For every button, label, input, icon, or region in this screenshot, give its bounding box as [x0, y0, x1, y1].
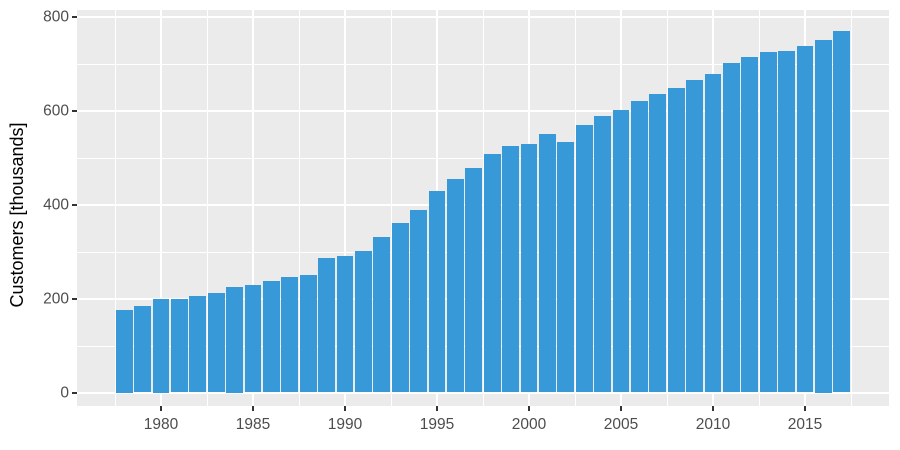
- bar-1998: [483, 154, 501, 393]
- x-minor-gridline-1982.5: [206, 10, 208, 406]
- x-tick-label-2000: 2000: [511, 416, 547, 433]
- bar-1992: [373, 236, 391, 393]
- bar-2002: [557, 141, 575, 393]
- x-major-gridline-1985: [252, 10, 254, 406]
- bar-1985: [244, 284, 262, 393]
- bar-1987: [281, 277, 299, 393]
- bar-2010: [704, 73, 722, 393]
- x-tick-mark-2000: [528, 406, 530, 411]
- x-tick-mark-2015: [804, 406, 806, 411]
- bar-1991: [355, 250, 372, 393]
- plot-panel: [77, 10, 889, 406]
- bar-1997: [465, 167, 483, 393]
- x-tick-label-2010: 2010: [695, 416, 731, 433]
- y-tick-mark-800: [72, 15, 77, 18]
- x-tick-mark-1995: [436, 406, 438, 411]
- x-major-gridline-1980: [160, 10, 162, 406]
- y-major-gridline-800: [77, 16, 889, 18]
- bar-2008: [667, 87, 685, 393]
- bar-1986: [263, 281, 280, 393]
- bar-1988: [299, 274, 317, 393]
- bar-1981: [171, 298, 188, 393]
- y-tick-label-400: 400: [43, 195, 69, 213]
- x-minor-gridline-2012.5: [758, 10, 760, 406]
- bar-2017: [833, 30, 851, 393]
- bar-2015: [796, 46, 814, 393]
- bar-1978: [115, 310, 133, 393]
- bar-1984: [226, 286, 243, 393]
- x-tick-label-1995: 1995: [419, 416, 455, 433]
- bar-1994: [410, 210, 427, 393]
- bar-2011: [723, 62, 740, 393]
- y-tick-mark-400: [72, 203, 77, 206]
- x-minor-gridline-2007.5: [666, 10, 668, 406]
- y-major-gridline-200: [77, 298, 889, 300]
- bar-2013: [759, 52, 777, 393]
- bar-1993: [391, 223, 409, 393]
- x-tick-label-1980: 1980: [143, 416, 179, 433]
- bar-2004: [594, 116, 611, 393]
- y-tick-label-600: 600: [43, 101, 69, 119]
- x-tick-mark-1990: [344, 406, 346, 411]
- bar-1983: [207, 292, 225, 393]
- bar-1989: [318, 257, 335, 393]
- x-tick-label-2015: 2015: [787, 416, 823, 433]
- x-tick-label-1990: 1990: [327, 416, 363, 433]
- bar-2003: [575, 125, 593, 393]
- x-minor-gridline-1992.5: [390, 10, 392, 406]
- bar-2006: [631, 100, 648, 393]
- bar-2012: [741, 56, 759, 393]
- y-major-gridline-0: [77, 392, 889, 394]
- x-tick-mark-2005: [620, 406, 622, 411]
- x-tick-mark-1985: [252, 406, 254, 411]
- x-minor-gridline-1987.5: [298, 10, 300, 406]
- y-tick-label-800: 800: [43, 7, 69, 25]
- bar-1996: [447, 179, 464, 393]
- bar-1995: [428, 191, 446, 393]
- bar-2009: [686, 79, 703, 393]
- bar-1980: [152, 298, 170, 393]
- bar-2007: [649, 93, 667, 393]
- y-tick-label-0: 0: [60, 383, 69, 401]
- bar-1982: [189, 295, 207, 393]
- bar-1999: [502, 146, 519, 393]
- x-tick-mark-2010: [712, 406, 714, 411]
- x-tick-label-1985: 1985: [235, 416, 271, 433]
- x-minor-gridline-1977.5: [114, 10, 116, 406]
- bar-1990: [336, 255, 354, 393]
- y-tick-label-200: 200: [43, 289, 69, 307]
- y-tick-mark-600: [72, 109, 77, 112]
- bar-2000: [520, 143, 538, 393]
- x-minor-gridline-2017.5: [850, 10, 852, 406]
- x-tick-mark-1980: [160, 406, 162, 411]
- bar-2016: [815, 40, 832, 393]
- y-major-gridline-600: [77, 110, 889, 112]
- y-tick-mark-200: [72, 297, 77, 300]
- x-major-gridline-1990: [344, 10, 346, 406]
- bar-2014: [778, 50, 795, 393]
- bar-2001: [539, 133, 556, 393]
- bar-2005: [612, 110, 630, 393]
- x-minor-gridline-2002.5: [574, 10, 576, 406]
- x-tick-label-2005: 2005: [603, 416, 639, 433]
- x-minor-gridline-1997.5: [482, 10, 484, 406]
- y-tick-mark-0: [72, 391, 77, 394]
- y-major-gridline-400: [77, 204, 889, 206]
- bar-1979: [134, 305, 151, 393]
